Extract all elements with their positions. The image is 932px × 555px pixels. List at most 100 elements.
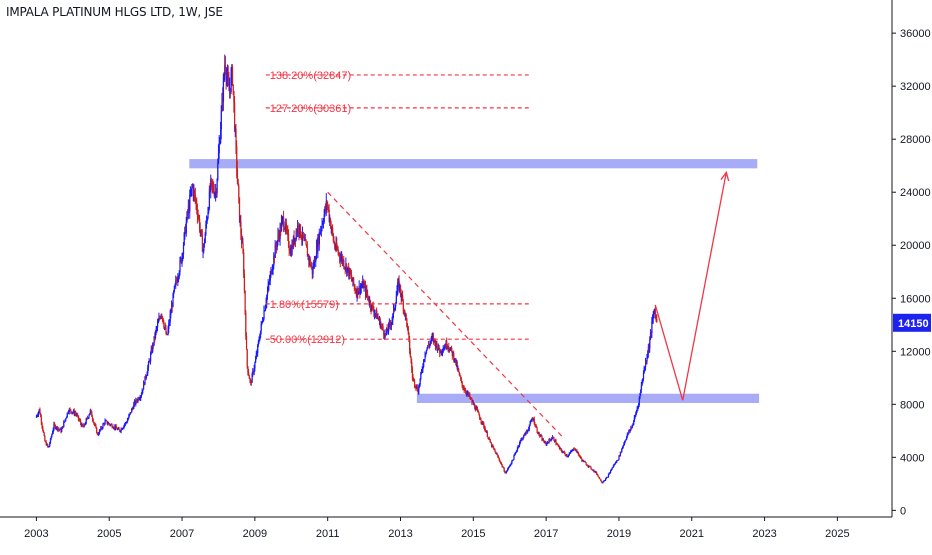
candle-body [239,221,241,223]
candle-body [446,341,448,348]
candle-body [615,461,617,463]
candle-body [412,377,414,379]
candle-body [164,327,166,328]
candle-body [572,448,575,450]
candle-body [523,433,526,436]
candle-body [301,232,304,239]
candle-body [320,228,323,230]
candle-body [186,212,188,222]
candle-body [582,459,584,462]
candle-body [289,250,291,254]
candle-body [571,450,573,452]
candle-body [152,343,154,352]
candle-body [57,428,59,430]
candle-body [593,470,596,472]
candle-body [592,469,594,471]
candle-body [115,426,117,429]
candle-body [529,422,531,426]
candle-body [591,469,594,471]
candle-body [498,456,500,459]
candle-body [385,328,388,334]
candle-body [472,401,474,403]
candle-body [238,197,241,222]
candle-body [84,424,86,425]
candle-body [332,233,334,241]
candle-body [161,316,164,319]
candle-body [447,347,449,348]
candle-body [507,469,509,471]
candle-body [273,255,275,266]
candle-body [537,431,539,434]
candle-body [126,420,129,423]
candle-body [68,409,71,412]
candle-body [240,221,242,235]
candle-body [378,318,380,321]
candle-body [42,426,44,431]
candle-body [453,353,455,360]
candle-body [365,289,367,295]
fib-label: 138.20%(32847) [270,70,351,82]
candle-body [430,337,432,342]
candle-body [540,435,542,437]
candle-body [89,409,92,414]
candle-body [410,356,412,362]
candle-body [46,444,48,446]
candle-body [619,455,621,457]
candle-body [535,425,538,428]
candle-body [51,434,53,438]
candle-body [222,97,224,102]
candle-body [440,349,442,353]
candle-body [153,336,155,345]
candle-body [610,469,612,471]
candle-body [98,430,101,434]
candle-body [67,412,69,414]
x-tick-label: 2011 [316,528,340,540]
candle-body [37,414,39,416]
candle-body [184,227,186,234]
candle-body [167,328,169,335]
candle-body [441,351,443,353]
candle-body [147,362,150,368]
candle-body [355,290,357,293]
candle-body [542,439,545,442]
candle-body [470,398,472,400]
candle-body [116,428,118,430]
candle-body [551,437,554,439]
candle-body [617,460,619,461]
candle-body [74,413,76,415]
candle-body [533,418,535,425]
candle-body [586,464,588,466]
candle-body [495,451,497,454]
candle-body [150,353,152,362]
candle-body [618,455,620,460]
candle-body [145,375,148,378]
candle-body [321,223,323,229]
candle-body [581,458,583,462]
candle-body [605,477,608,479]
candle-body [140,394,143,396]
candle-body [332,227,334,234]
candle-body [389,322,391,325]
candle-body [355,292,358,297]
candle-body [511,460,513,464]
candle-body [346,268,348,273]
candle-body [651,321,653,334]
candle-body [130,412,132,413]
candle-body [488,438,490,440]
candle-body [149,360,151,362]
candle-body [173,291,175,295]
candle-body [534,424,536,426]
candle-body [173,286,176,292]
candle-body [189,194,192,195]
candle-body [607,474,610,478]
candle-body [231,66,233,75]
candle-body [376,316,379,319]
candle-body [575,449,577,451]
candle-body [495,453,498,455]
candle-body [437,345,439,349]
candle-body [224,65,227,71]
candle-body [268,282,270,285]
candle-body [175,280,178,282]
candle-body [448,347,450,350]
candle-body [517,445,519,449]
